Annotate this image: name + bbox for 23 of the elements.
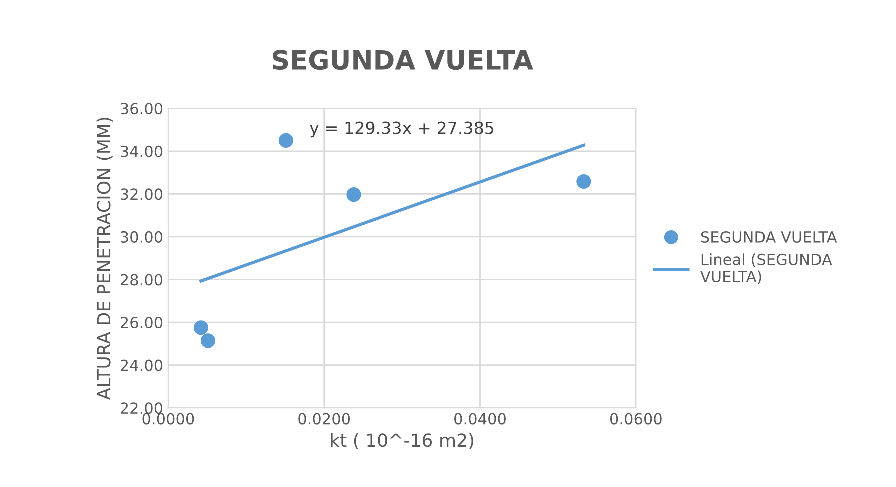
legend-label: Lineal (SEGUNDA VUELTA) [700, 254, 832, 284]
y-tick-label: 34.00 [121, 146, 163, 158]
x-tick-label: 0.0000 [142, 413, 194, 425]
chart-title: SEGUNDA VUELTA [272, 50, 534, 70]
x-axis-title: kt ( 10^-16 m2) [331, 433, 474, 450]
y-tick-label: 28.00 [120, 274, 163, 286]
y-tick-label: 26.00 [120, 317, 163, 329]
annotation: y = 129.33x + 27.385 [310, 122, 494, 138]
x-tick-label: 0.0200 [298, 413, 350, 425]
point [194, 320, 208, 336]
y-tick-label: 30.00 [121, 231, 163, 243]
y-axis-title: ALTURA DE PENETRACION (MM) [96, 118, 113, 400]
y-tick-label: 36.00 [121, 103, 163, 115]
y-tick-label: 24.00 [120, 360, 163, 372]
legend-label: SEGUNDA VUELTA [701, 231, 838, 244]
point [200, 334, 216, 348]
point [346, 188, 362, 202]
point [278, 133, 294, 148]
point [576, 174, 592, 190]
x-tick-label: 0.0600 [610, 413, 662, 425]
y-tick-label: 32.00 [121, 188, 163, 200]
y-tick-label: 22.00 [120, 402, 163, 414]
x-tick-label: 0.0400 [454, 413, 506, 425]
